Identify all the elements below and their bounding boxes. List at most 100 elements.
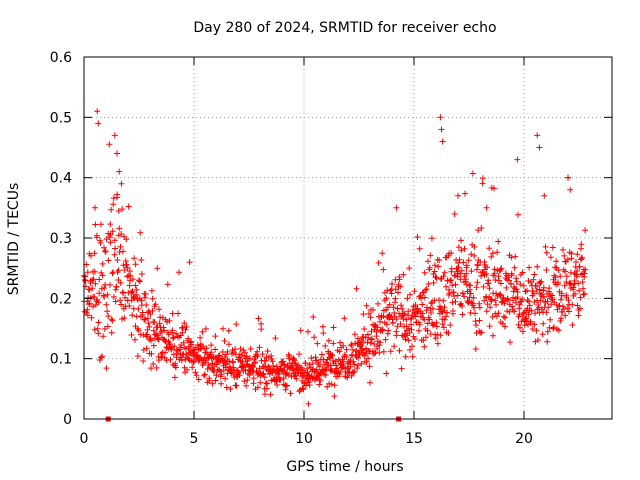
data-point [520, 282, 527, 289]
data-point [212, 377, 219, 384]
data-point [563, 279, 570, 285]
data-point [424, 304, 430, 311]
data-point [506, 277, 512, 284]
data-point [565, 174, 571, 181]
data-point [488, 253, 495, 260]
data-point [101, 244, 107, 251]
data-point [470, 294, 477, 301]
data-point [117, 297, 124, 304]
data-point [267, 391, 274, 398]
data-point [129, 312, 136, 319]
data-point [287, 390, 294, 397]
data-point [487, 304, 494, 311]
data-point [517, 281, 524, 288]
data-point [463, 262, 470, 269]
data-point [463, 270, 470, 277]
data-point [581, 290, 588, 297]
data-point [211, 368, 217, 375]
data-point [332, 358, 339, 365]
data-point [536, 144, 543, 151]
data-point [387, 287, 394, 294]
data-point [365, 355, 372, 362]
data-point [420, 337, 427, 344]
data-point [399, 306, 406, 312]
data-point [351, 361, 358, 368]
data-point [328, 353, 335, 359]
data-point [103, 365, 110, 372]
data-point [203, 345, 210, 352]
data-point [306, 361, 313, 368]
data-point [333, 365, 340, 372]
data-point [368, 336, 375, 343]
data-point [469, 170, 476, 177]
data-point [124, 264, 131, 271]
data-point [355, 351, 362, 358]
data-point [517, 324, 523, 331]
data-point [218, 371, 225, 378]
data-point [554, 281, 561, 288]
data-point [377, 339, 384, 346]
data-point [390, 320, 396, 327]
data-point [567, 269, 574, 276]
data-point [397, 321, 404, 327]
data-point [195, 376, 202, 383]
data-point [140, 358, 147, 364]
data-point [94, 325, 101, 332]
data-point [92, 280, 99, 287]
chart-title: Day 280 of 2024, SRMTID for receiver ech… [193, 20, 496, 36]
data-point [425, 258, 431, 265]
data-point [123, 236, 130, 243]
data-point [471, 243, 478, 250]
data-point [348, 372, 355, 379]
data-point [515, 211, 521, 218]
data-point [311, 334, 318, 341]
data-point [98, 354, 104, 361]
data-point [391, 343, 398, 350]
data-point [540, 294, 547, 300]
data-point [456, 256, 463, 263]
data-point [513, 278, 520, 285]
data-point [404, 295, 411, 302]
data-point [343, 354, 350, 360]
data-point [242, 349, 248, 356]
data-point [525, 278, 532, 284]
data-point [293, 375, 300, 382]
data-point [365, 310, 372, 317]
data-point [133, 291, 140, 298]
data-point [380, 313, 387, 320]
y-tick-label: 0.6 [50, 50, 72, 66]
data-point [246, 355, 253, 362]
data-point [305, 328, 311, 335]
data-point [125, 203, 132, 210]
data-point [531, 321, 538, 328]
data-point [389, 281, 395, 287]
data-point [156, 306, 162, 313]
y-axis-label: SRMTID / TECUs [6, 183, 22, 296]
data-point [576, 287, 583, 294]
data-point [553, 258, 560, 265]
data-point [220, 325, 226, 332]
data-point [142, 294, 149, 301]
data-point [188, 341, 195, 348]
data-point [437, 332, 444, 339]
data-point [185, 335, 192, 342]
data-point [272, 335, 279, 342]
data-point [329, 352, 336, 359]
data-point [353, 285, 360, 292]
data-point [495, 238, 502, 245]
data-point [330, 324, 337, 331]
data-point [368, 328, 375, 335]
data-point [376, 349, 383, 356]
data-point [351, 368, 358, 375]
data-point [162, 338, 169, 344]
data-point [227, 386, 234, 392]
y-tick-label: 0.3 [50, 231, 72, 247]
data-point [479, 180, 486, 187]
data-point [531, 271, 538, 278]
data-point [437, 303, 443, 310]
data-point [104, 323, 111, 330]
data-point [577, 294, 584, 301]
data-point [425, 281, 432, 287]
data-point [341, 315, 348, 322]
data-point [348, 341, 355, 348]
